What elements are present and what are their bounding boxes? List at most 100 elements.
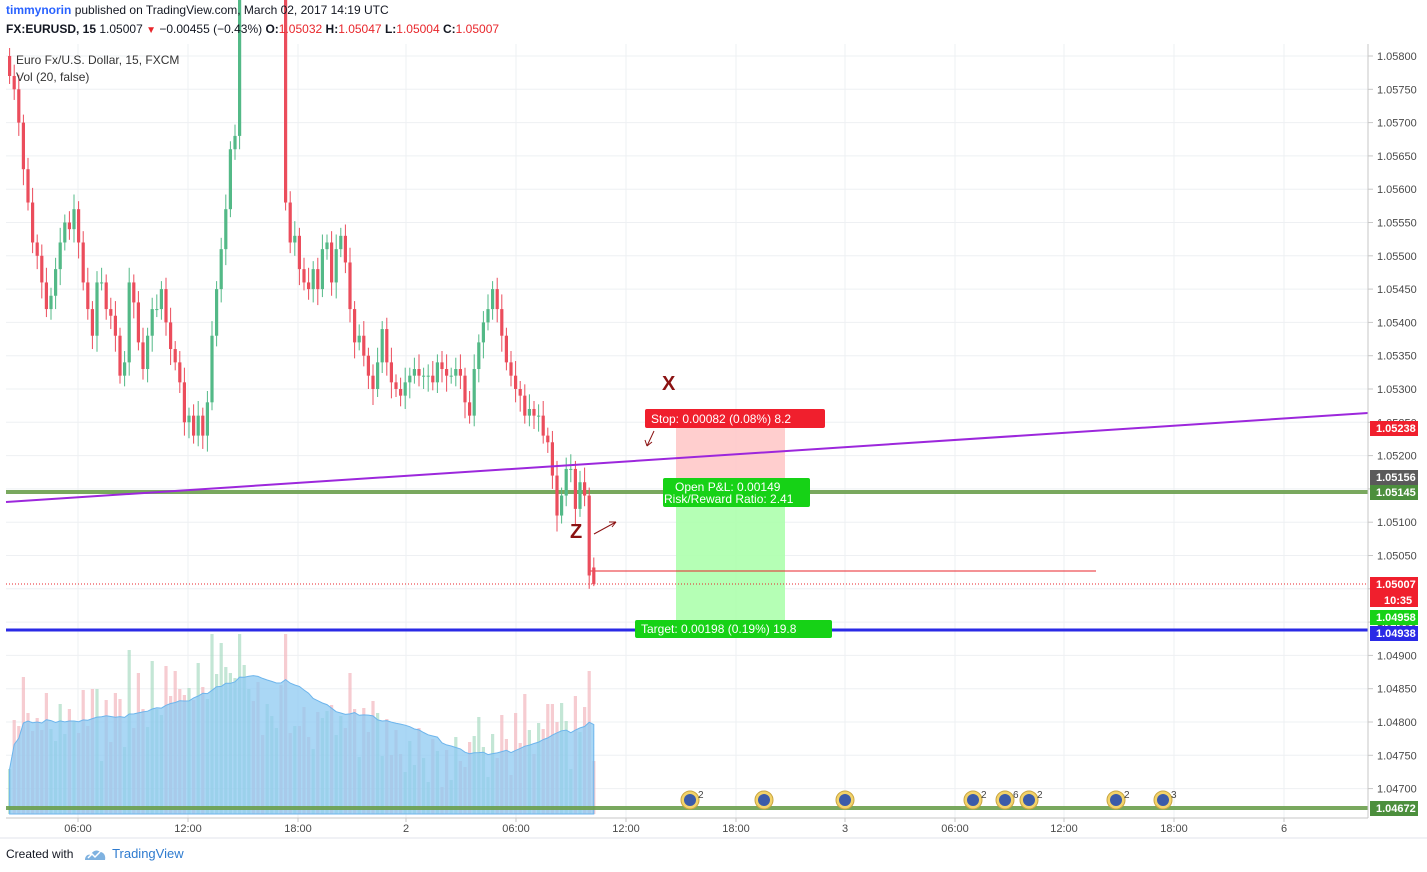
candle-body-13 bbox=[67, 222, 71, 230]
trendline[interactable] bbox=[5, 412, 1369, 503]
candle-body-14 bbox=[72, 209, 76, 230]
close-value: 1.05007 bbox=[455, 22, 500, 36]
y-tick-label-5: 1.05550 bbox=[1377, 218, 1417, 230]
event-count-5: 2 bbox=[1037, 790, 1043, 801]
candle-body-69 bbox=[325, 242, 329, 250]
high-value: 1.05047 bbox=[338, 22, 382, 36]
candle-body-28 bbox=[136, 302, 140, 343]
candle-body-31 bbox=[150, 309, 154, 336]
candle-body-118 bbox=[550, 442, 554, 476]
y-tick-label-21: 1.04750 bbox=[1377, 750, 1417, 762]
candle-body-44 bbox=[210, 335, 214, 403]
tradingview-brand[interactable]: TradingView bbox=[112, 846, 184, 861]
candle-body-3 bbox=[21, 122, 25, 170]
y-tick-label-4: 1.05600 bbox=[1377, 184, 1417, 196]
y-tick-label-15: 1.05050 bbox=[1377, 551, 1417, 563]
candle-body-50 bbox=[238, 0, 242, 136]
y-tick-label-12: 1.05200 bbox=[1377, 451, 1417, 463]
candle-body-106 bbox=[495, 289, 499, 310]
volume-legend[interactable]: Vol (20, false) bbox=[16, 70, 90, 84]
candle-body-78 bbox=[366, 355, 370, 376]
volume-ma-area bbox=[9, 675, 595, 815]
candle-body-70 bbox=[330, 242, 334, 283]
z-label: Z bbox=[570, 521, 582, 543]
y-tick-label-8: 1.05400 bbox=[1377, 317, 1417, 329]
candles bbox=[8, 0, 596, 589]
candle-body-30 bbox=[146, 335, 150, 370]
entry-top-price-tag: 1.05156 bbox=[1376, 472, 1416, 484]
x-tick-label-3: 2 bbox=[403, 823, 409, 835]
target-top-price-tag-bg bbox=[1370, 610, 1418, 625]
candle-body-63 bbox=[297, 235, 301, 270]
candle-body-36 bbox=[173, 349, 177, 363]
candle-body-122 bbox=[569, 468, 573, 470]
candle-body-115 bbox=[537, 415, 541, 417]
open-value: 1.05032 bbox=[278, 22, 323, 36]
candle-body-21 bbox=[104, 282, 108, 310]
event-markers[interactable]: 2 2 6 2 2 3 bbox=[680, 790, 1177, 810]
last-price-tag: 1.05007 bbox=[1376, 579, 1416, 591]
candle-body-45 bbox=[215, 289, 219, 336]
candle-body-109 bbox=[509, 362, 513, 376]
y-tick-label-1: 1.05750 bbox=[1377, 84, 1417, 96]
candle-body-96 bbox=[449, 375, 453, 377]
candle-body-4 bbox=[26, 169, 30, 203]
candle-body-105 bbox=[491, 289, 495, 310]
candle-body-27 bbox=[132, 282, 136, 303]
candle-body-94 bbox=[440, 362, 444, 370]
y-tick-label-7: 1.05450 bbox=[1377, 284, 1417, 296]
close-label: C: bbox=[443, 22, 456, 36]
x-tick-label-0: 06:00 bbox=[64, 823, 92, 835]
stop-label-box bbox=[645, 409, 825, 428]
event-flag-inner-7 bbox=[1157, 794, 1169, 806]
author-name[interactable]: timmynorin bbox=[6, 3, 72, 17]
y-tick-label-20: 1.04800 bbox=[1377, 717, 1417, 729]
price-change: −0.00455 (−0.43%) bbox=[159, 22, 263, 36]
candle-body-20 bbox=[100, 282, 104, 284]
target-label-box bbox=[635, 620, 832, 638]
target-zone[interactable] bbox=[676, 492, 785, 629]
candle-body-76 bbox=[357, 335, 361, 343]
candle-body-23 bbox=[113, 315, 117, 336]
x-tick-label-7: 3 bbox=[842, 823, 848, 835]
x-tick-label-2: 18:00 bbox=[284, 823, 312, 835]
price-tags: 1.05238 1.05156 1.05145 1.05007 10:35 1.… bbox=[1370, 421, 1418, 816]
symbol-header: FX:EURUSD, 15 1.05007 ▼ −0.00455 (−0.43%… bbox=[6, 22, 499, 36]
candle-body-73 bbox=[343, 235, 347, 263]
time-axis[interactable]: 06:00 12:00 18:00 2 06:00 12:00 18:00 3 06:00 12:… bbox=[64, 818, 1287, 835]
candle-body-64 bbox=[302, 269, 306, 283]
series-legend[interactable]: Euro Fx/U.S. Dollar, 15, FXCM bbox=[16, 53, 180, 67]
candle-body-68 bbox=[320, 249, 324, 290]
candle-body-72 bbox=[339, 235, 343, 250]
y-tick-label-0: 1.05800 bbox=[1377, 51, 1417, 63]
bottom-price-tag-bg bbox=[1370, 801, 1418, 816]
candle-body-99 bbox=[463, 375, 467, 403]
candle-body-16 bbox=[81, 242, 85, 283]
candle-body-48 bbox=[228, 149, 232, 210]
y-tick-label-19: 1.04850 bbox=[1377, 684, 1417, 696]
entry-price-tag-bg bbox=[1370, 485, 1418, 500]
pnl-label-box bbox=[663, 478, 810, 507]
last-price-tag-bg bbox=[1370, 577, 1418, 607]
event-flag-inner-5 bbox=[1023, 794, 1035, 806]
symbol-label: FX:EURUSD, 15 bbox=[6, 22, 97, 36]
risk-reward-label: Risk/Reward Ratio: 2.41 bbox=[664, 492, 794, 506]
candle-body-90 bbox=[422, 375, 426, 377]
candle-body-19 bbox=[95, 282, 99, 336]
open-label: O: bbox=[265, 22, 279, 36]
candle-body-77 bbox=[362, 335, 366, 356]
candle-body-33 bbox=[159, 289, 163, 310]
candle-body-114 bbox=[532, 408, 536, 416]
candle-body-91 bbox=[426, 375, 430, 377]
tradingview-logo-icon bbox=[84, 850, 105, 860]
candle-body-42 bbox=[201, 415, 205, 436]
z-arrow bbox=[593, 521, 617, 535]
event-count-6: 2 bbox=[1124, 790, 1130, 801]
candle-body-74 bbox=[348, 262, 352, 310]
candle-body-123 bbox=[573, 468, 577, 509]
x-label: X bbox=[662, 373, 676, 395]
candle-body-75 bbox=[353, 309, 357, 343]
candle-body-127 bbox=[592, 567, 596, 585]
candle-body-107 bbox=[500, 309, 504, 336]
